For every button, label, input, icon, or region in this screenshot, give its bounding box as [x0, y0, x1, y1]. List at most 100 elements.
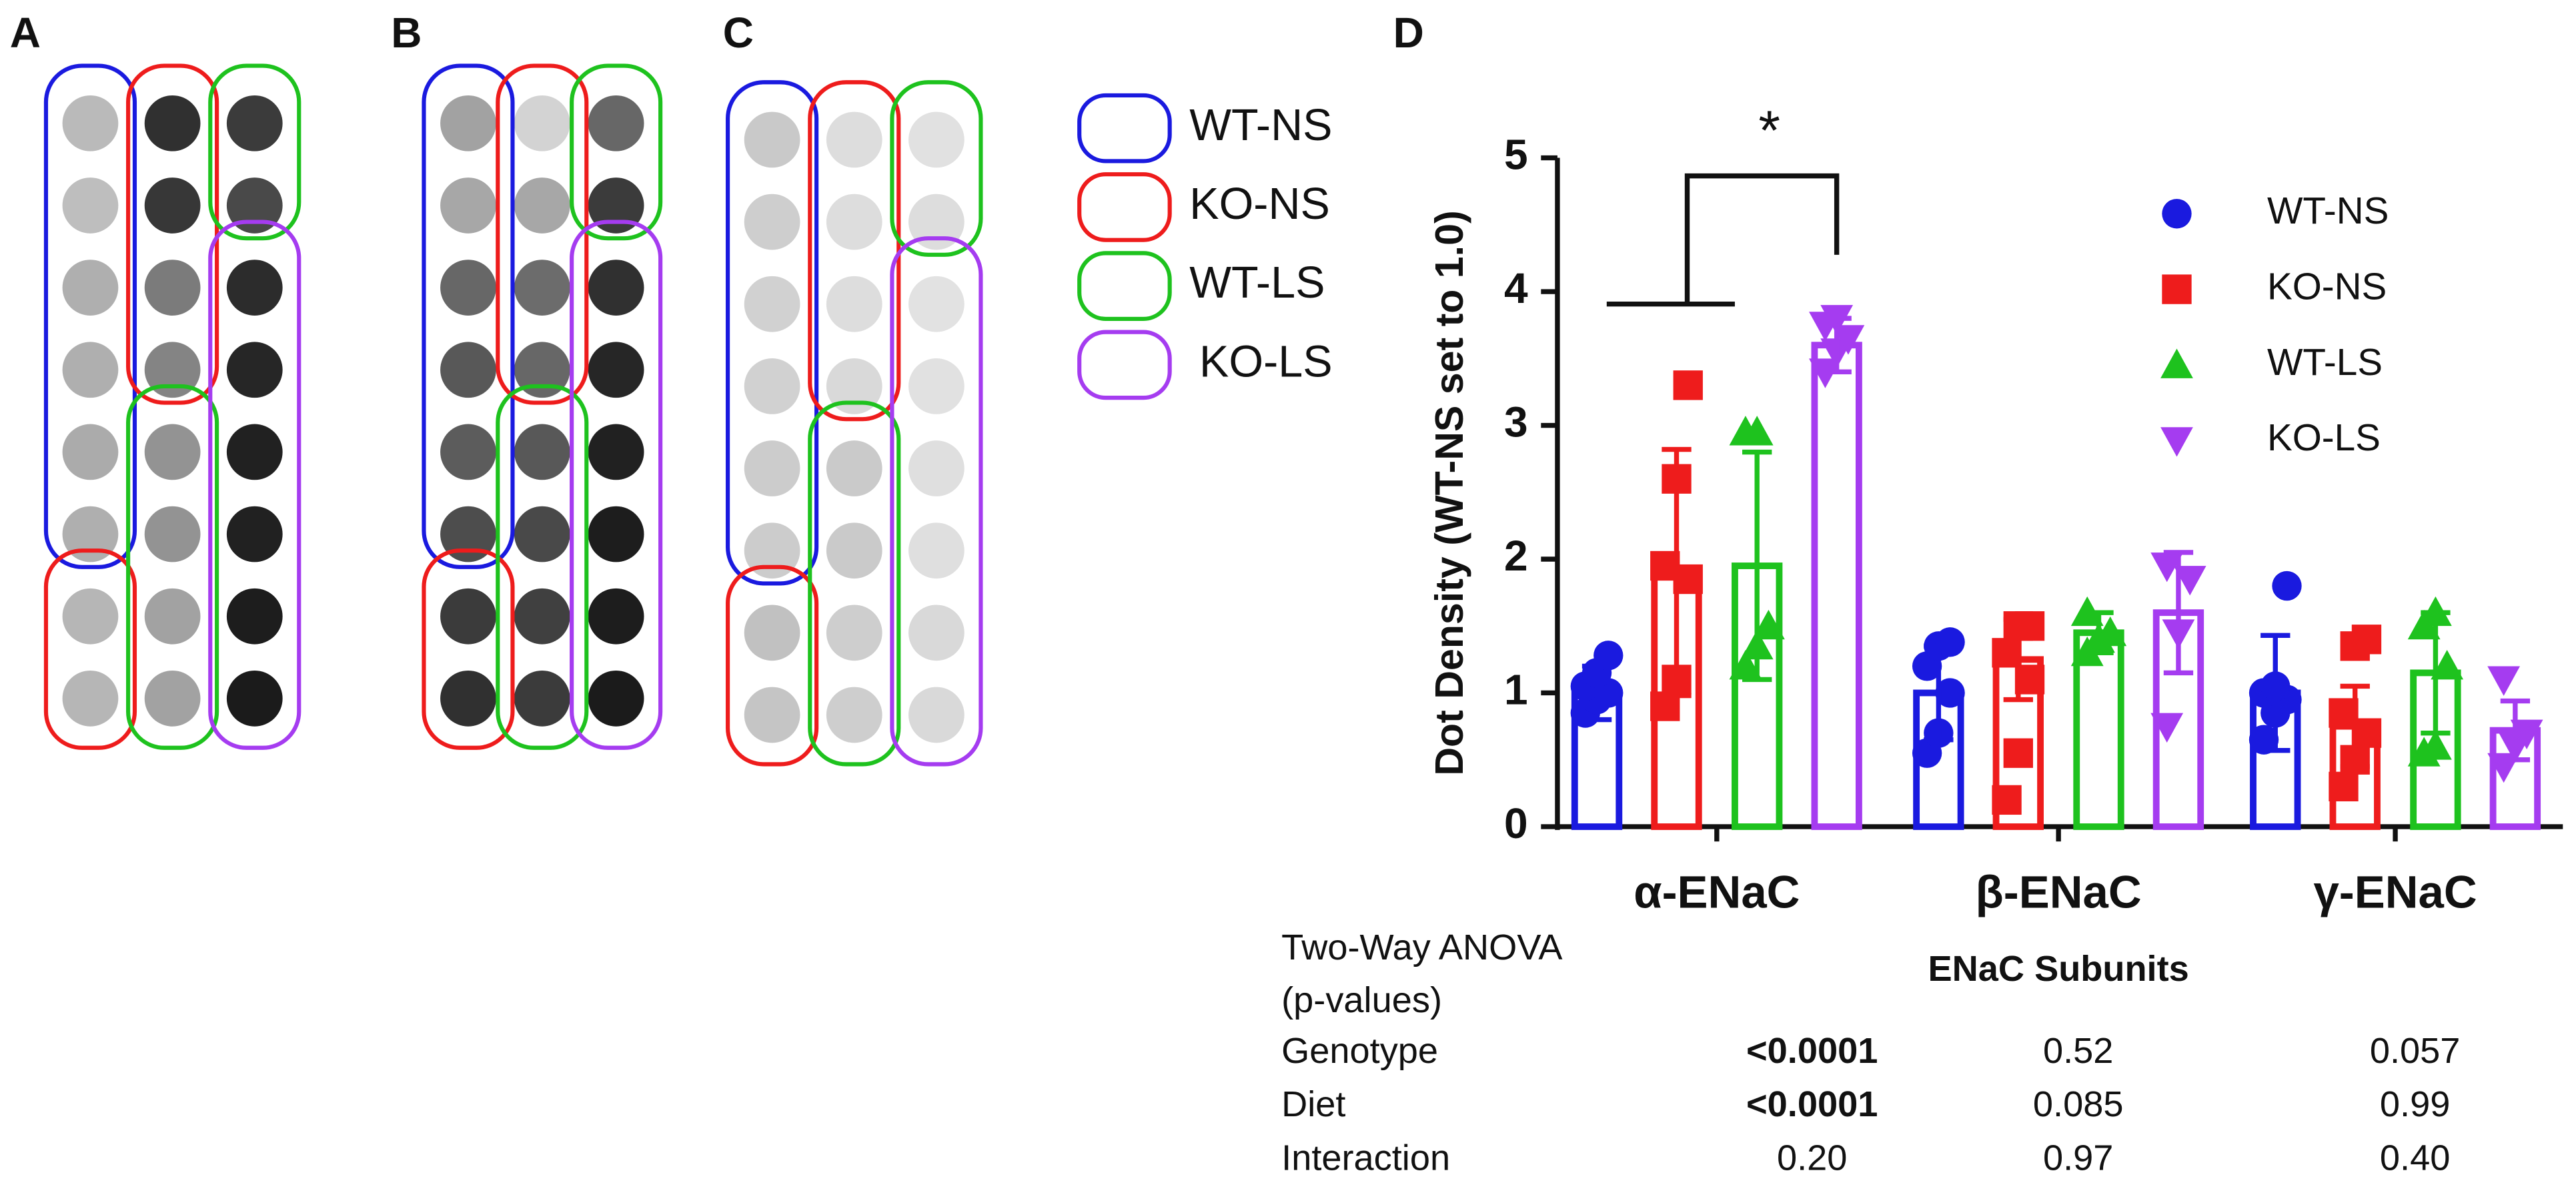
blot-dot: [744, 111, 800, 168]
blot-dot: [514, 342, 570, 398]
y-tick-label: 1: [1504, 665, 1528, 713]
legend-label: KO-LS: [2267, 417, 2381, 459]
data-point: [2173, 566, 2206, 596]
blot-dot: [514, 588, 570, 645]
blot-dot: [588, 506, 644, 562]
blot-dot: [514, 506, 570, 562]
blot-dot: [226, 424, 283, 480]
blot-dot: [62, 177, 119, 234]
blot-dot: [588, 95, 644, 151]
data-point: [1935, 627, 1965, 657]
y-tick-label: 3: [1504, 398, 1528, 446]
panel-label: A: [10, 9, 41, 57]
legend-label: WT-NS: [2267, 190, 2389, 232]
blot-dot: [514, 424, 570, 480]
error-bar: [2500, 698, 2531, 763]
data-point: [2329, 771, 2359, 801]
blot-dot: [826, 605, 882, 661]
blot-dot: [226, 588, 283, 645]
blot-dot: [826, 522, 882, 579]
error-bar: [1662, 446, 1692, 699]
data-point: [2150, 713, 2184, 743]
blot-dot: [826, 687, 882, 743]
panel-label: B: [391, 9, 422, 57]
blot-dot: [588, 177, 644, 234]
x-tick-label: γ-ENaC: [2313, 867, 2477, 918]
panel-label: D: [1393, 9, 1424, 57]
blot-dot: [514, 260, 570, 316]
blot-dot: [744, 687, 800, 743]
blot-dot: [744, 276, 800, 332]
blot-dot: [744, 358, 800, 414]
table-title: Two-Way ANOVA: [1281, 927, 1563, 967]
blot-legend-swatch: [1077, 251, 1172, 321]
row-label: Interaction: [1281, 1138, 1450, 1178]
blot-dot: [744, 522, 800, 579]
blot-outline: [570, 63, 663, 241]
error-bar: [2084, 610, 2114, 656]
blot-dot: [62, 506, 119, 562]
table-cell: 0.40: [2380, 1138, 2450, 1178]
blot-outline: [126, 384, 219, 750]
blot-dot: [588, 342, 644, 398]
data-point: [2351, 625, 2382, 655]
table-cell: 0.99: [2380, 1084, 2450, 1124]
blot-legend-swatch: [1077, 330, 1172, 400]
error-bar: [2421, 610, 2451, 736]
data-point: [1729, 650, 1762, 680]
blot-dot: [826, 440, 882, 496]
legend-marker: [2160, 348, 2193, 378]
blot-dot: [144, 260, 201, 316]
data-point: [2487, 666, 2521, 696]
table-header: ENaC Subunits: [1928, 949, 2189, 989]
blot-dot: [908, 111, 964, 168]
blot-dot: [826, 358, 882, 414]
blot-outline: [43, 63, 137, 569]
blot-dot: [62, 260, 119, 316]
blot-dot: [62, 588, 119, 645]
blot-dot: [62, 670, 119, 727]
y-tick-label: 5: [1504, 130, 1528, 178]
blot-dot: [62, 95, 119, 151]
blot-outline: [496, 63, 589, 405]
blot-outline: [726, 80, 819, 586]
blot-dot: [144, 95, 201, 151]
blot-outline: [890, 80, 983, 257]
y-tick-label: 2: [1504, 532, 1528, 580]
blot-dot: [908, 605, 964, 661]
data-point: [2003, 738, 2033, 768]
blot-dot: [440, 260, 496, 316]
data-point: [2094, 616, 2127, 647]
data-point: [1673, 370, 1703, 400]
blot-dot: [588, 260, 644, 316]
blot-dot: [908, 276, 964, 332]
error-bar: [2340, 683, 2370, 769]
blot-dot: [62, 342, 119, 398]
blot-dot: [908, 522, 964, 579]
legend-marker: [2162, 199, 2192, 229]
y-tick-label: 4: [1504, 264, 1528, 312]
blot-outline: [496, 384, 589, 750]
blot-outline: [890, 236, 983, 767]
data-point: [1992, 785, 2022, 815]
dot-blot: [726, 80, 983, 767]
table-subtitle: (p-values): [1281, 980, 1442, 1020]
blot-dot: [514, 177, 570, 234]
legend-marker: [2162, 274, 2192, 304]
blot-outline: [208, 63, 301, 241]
x-tick-label: β-ENaC: [1976, 867, 2142, 918]
error-bar: [2261, 633, 2291, 753]
blot-dot: [908, 687, 964, 743]
blot-dot: [744, 440, 800, 496]
blot-legend-label: WT-NS: [1189, 101, 1332, 150]
table-cell: <0.0001: [1746, 1031, 1878, 1071]
table-cell: 0.52: [2043, 1031, 2113, 1071]
blot-outline: [43, 548, 137, 750]
error-bar: [1581, 663, 1612, 723]
blot-dot: [744, 193, 800, 250]
error-bar: [1924, 643, 1954, 743]
blot-dot: [744, 605, 800, 661]
bar: [1811, 342, 1862, 830]
blot-outline: [808, 400, 901, 767]
blot-dot: [144, 588, 201, 645]
